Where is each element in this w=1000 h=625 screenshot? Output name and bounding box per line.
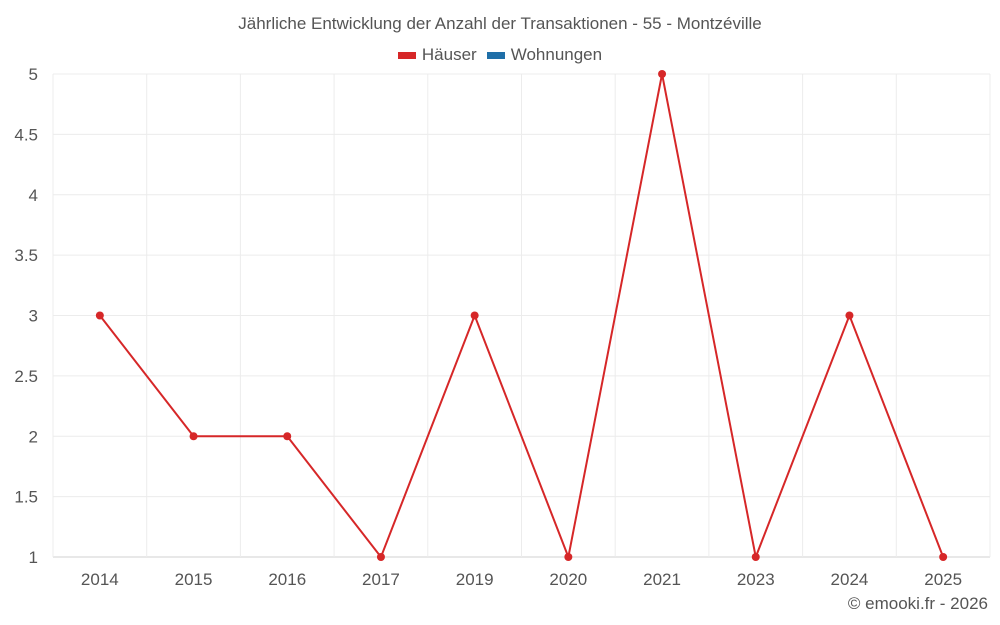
data-point[interactable] — [658, 70, 667, 78]
data-point[interactable] — [939, 553, 948, 561]
x-tick-label: 2015 — [175, 570, 213, 589]
legend: Häuser Wohnungen — [0, 45, 1000, 65]
y-tick-label: 1.5 — [14, 488, 38, 507]
y-tick-label: 5 — [29, 65, 38, 84]
data-point[interactable] — [751, 553, 760, 561]
data-point[interactable] — [470, 311, 479, 320]
legend-swatch-wohnungen — [486, 51, 505, 59]
x-tick-label: 2017 — [362, 570, 400, 589]
data-point[interactable] — [845, 311, 854, 320]
x-tick-label: 2020 — [549, 570, 587, 589]
y-tick-label: 4 — [29, 186, 38, 205]
data-point[interactable] — [189, 432, 198, 441]
legend-item-wohnungen[interactable]: Wohnungen — [486, 45, 603, 65]
data-point[interactable] — [95, 311, 104, 320]
legend-label: Häuser — [421, 45, 477, 64]
y-tick-label: 1 — [29, 548, 38, 567]
x-tick-label: 2023 — [737, 570, 775, 589]
legend-item-haeuser[interactable]: Häuser — [397, 45, 477, 65]
y-tick-label: 4.5 — [14, 125, 38, 144]
x-tick-label: 2025 — [924, 570, 962, 589]
x-tick-label: 2019 — [456, 570, 494, 589]
y-tick-label: 3 — [29, 307, 38, 326]
y-tick-label: 3.5 — [14, 246, 38, 265]
chart-title: Jährliche Entwicklung der Anzahl der Tra… — [238, 14, 762, 33]
x-tick-label: 2014 — [81, 570, 119, 589]
x-tick-label: 2016 — [268, 570, 306, 589]
data-point[interactable] — [283, 432, 292, 441]
data-point[interactable] — [564, 553, 573, 561]
x-tick-label: 2021 — [643, 570, 681, 589]
legend-label: Wohnungen — [510, 45, 603, 64]
y-tick-label: 2.5 — [14, 367, 38, 386]
copyright-credit: © emooki.fr - 2026 — [847, 594, 988, 613]
legend-swatch-haeuser — [397, 51, 416, 59]
data-point[interactable] — [376, 553, 385, 561]
x-tick-label: 2024 — [831, 570, 869, 589]
y-tick-label: 2 — [29, 427, 38, 446]
series-line — [99, 73, 945, 561]
